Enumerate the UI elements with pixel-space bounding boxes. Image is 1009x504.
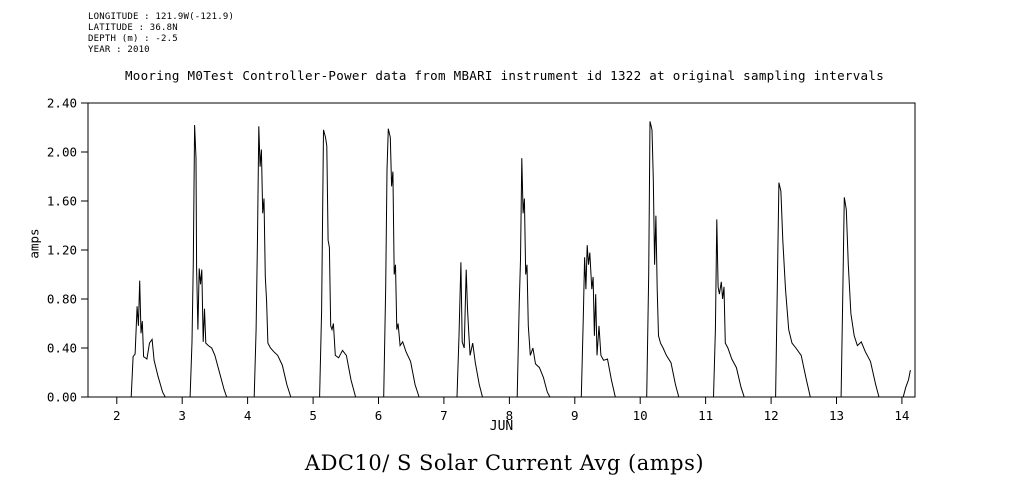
chart-plot-area: 0.00 0.40 0.80 1.20 1.60 2.00 2.40 2 3 4 5 6 7 8 9 10 11… [47, 96, 916, 423]
latitude-line: LATITUDE : 36.8N [88, 23, 178, 33]
x-tick-label: 8 [506, 408, 514, 423]
y-tick-label: 1.60 [47, 194, 77, 209]
location-header: LONGITUDE : 121.9W(-121.9) LATITUDE : 36… [88, 12, 234, 56]
y-tick-label: 2.00 [47, 145, 77, 160]
chart-caption: ADC10/ S Solar Current Avg (amps) [304, 451, 705, 475]
x-tick-label: 4 [244, 408, 252, 423]
year-line: YEAR : 2010 [88, 45, 150, 55]
x-tick-label: 14 [894, 408, 909, 423]
data-line [88, 121, 911, 398]
y-tick-label: 2.40 [47, 96, 77, 111]
x-tick-label: 11 [698, 408, 713, 423]
x-tick-label: 2 [113, 408, 121, 423]
x-axis-label: JUN [489, 419, 514, 434]
x-tick-label: 6 [375, 408, 383, 423]
chart-title: Mooring M0Test Controller-Power data fro… [124, 68, 885, 83]
y-tick-label: 0.00 [47, 390, 77, 405]
depth-line: DEPTH (m) : -2.5 [88, 34, 178, 44]
longitude-line: LONGITUDE : 121.9W(-121.9) [88, 12, 235, 22]
x-tick-label: 13 [829, 408, 844, 423]
y-tick-label: 1.20 [47, 243, 77, 258]
x-tick-label: 7 [440, 408, 448, 423]
y-tick-label: 0.40 [47, 341, 77, 356]
x-tick-label: 10 [633, 408, 648, 423]
y-tick-label: 0.80 [47, 292, 77, 307]
x-tick-label: 12 [764, 408, 779, 423]
x-tick-label: 5 [309, 408, 317, 423]
x-tick-label: 9 [571, 408, 579, 423]
x-tick-label: 3 [178, 408, 186, 423]
plot-border [87, 102, 916, 398]
